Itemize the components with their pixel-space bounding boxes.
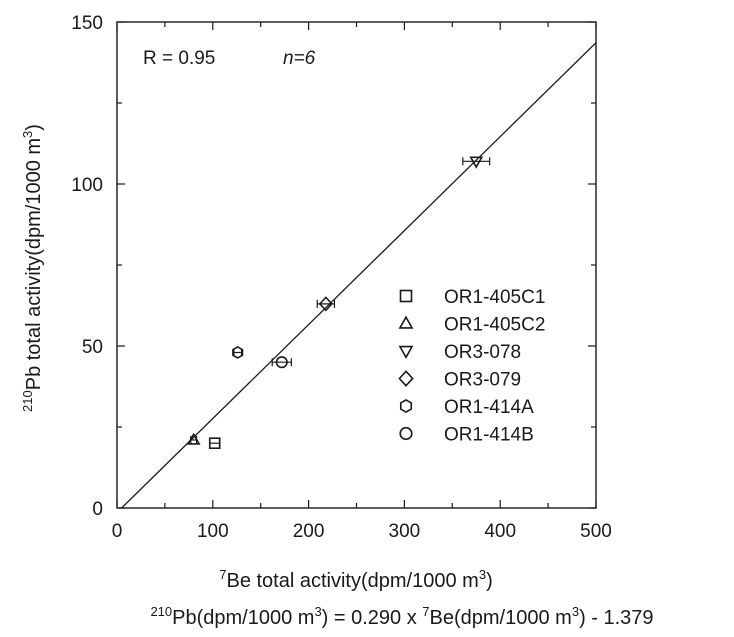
y-tick-label: 150: [71, 13, 103, 34]
legend-label: OR1-414A: [444, 397, 534, 418]
y-tick-label: 50: [82, 337, 103, 358]
legend-marker: [399, 399, 413, 413]
legend-label: OR1-405C2: [444, 315, 545, 336]
data-point: [275, 356, 288, 369]
eq-p3-unit-sup: 3: [572, 604, 579, 619]
x-axis-title-sup: 7: [219, 567, 226, 582]
data-point: [186, 432, 201, 445]
data-point: [208, 437, 221, 450]
x-tick-label: 0: [112, 521, 123, 542]
r-annotation: R = 0.95: [143, 48, 215, 69]
x-tick-label: 400: [484, 521, 516, 542]
fit-line: [121, 42, 596, 508]
y-tick-label: 0: [92, 499, 103, 520]
regression-equation: 210Pb(dpm/1000 m3) = 0.290 x 7Be(dpm/100…: [150, 604, 653, 629]
x-tick-label: 200: [293, 521, 325, 542]
y-tick-label: 100: [71, 175, 103, 196]
eq-p4: ) - 1.379: [579, 607, 653, 629]
data-point: [318, 296, 333, 312]
legend-label: OR3-079: [444, 370, 521, 391]
legend-marker: [398, 370, 414, 387]
x-tick-label: 300: [389, 521, 421, 542]
y-axis-title-sup: 210: [20, 390, 35, 412]
legend-marker: [399, 426, 413, 441]
x-axis-title: 7Be total activity(dpm/1000 m3): [219, 567, 492, 592]
x-axis-title-text: Be total activity(dpm/1000 m: [226, 570, 478, 592]
y-axis-title-text: Pb total activity(dpm/1000 m: [23, 138, 45, 390]
x-tick-label: 100: [197, 521, 229, 542]
eq-p2-sup: 7: [422, 604, 429, 619]
y-axis-title-close: ): [23, 124, 45, 131]
legend-label: OR3-078: [444, 342, 521, 363]
legend: OR1-405C1 OR1-405C2 OR3-078 OR3-079 OR1-414A…: [398, 287, 545, 446]
eq-p3: Be(dpm/1000 m: [430, 607, 572, 629]
legend-marker: [398, 345, 414, 359]
data-point: [469, 156, 484, 169]
eq-p2: ) = 0.290 x: [322, 607, 423, 629]
y-axis-title: 210Pb total activity(dpm/1000 m3): [20, 124, 45, 412]
x-tick-label: 500: [580, 521, 612, 542]
legend-label: OR1-414B: [444, 425, 534, 446]
legend-marker: [398, 315, 414, 329]
eq-p1: Pb(dpm/1000 m: [172, 607, 314, 629]
eq-p1-unit-sup: 3: [314, 604, 321, 619]
x-axis-title-close: ): [486, 570, 493, 592]
n-annotation: n=6: [283, 48, 316, 69]
legend-label: OR1-405C1: [444, 287, 545, 308]
data-point: [232, 346, 244, 359]
x-axis-title-unit-sup: 3: [479, 567, 486, 582]
y-axis-title-unit-sup: 3: [20, 131, 35, 138]
legend-marker: [399, 289, 413, 303]
eq-p1-sup: 210: [150, 604, 172, 619]
